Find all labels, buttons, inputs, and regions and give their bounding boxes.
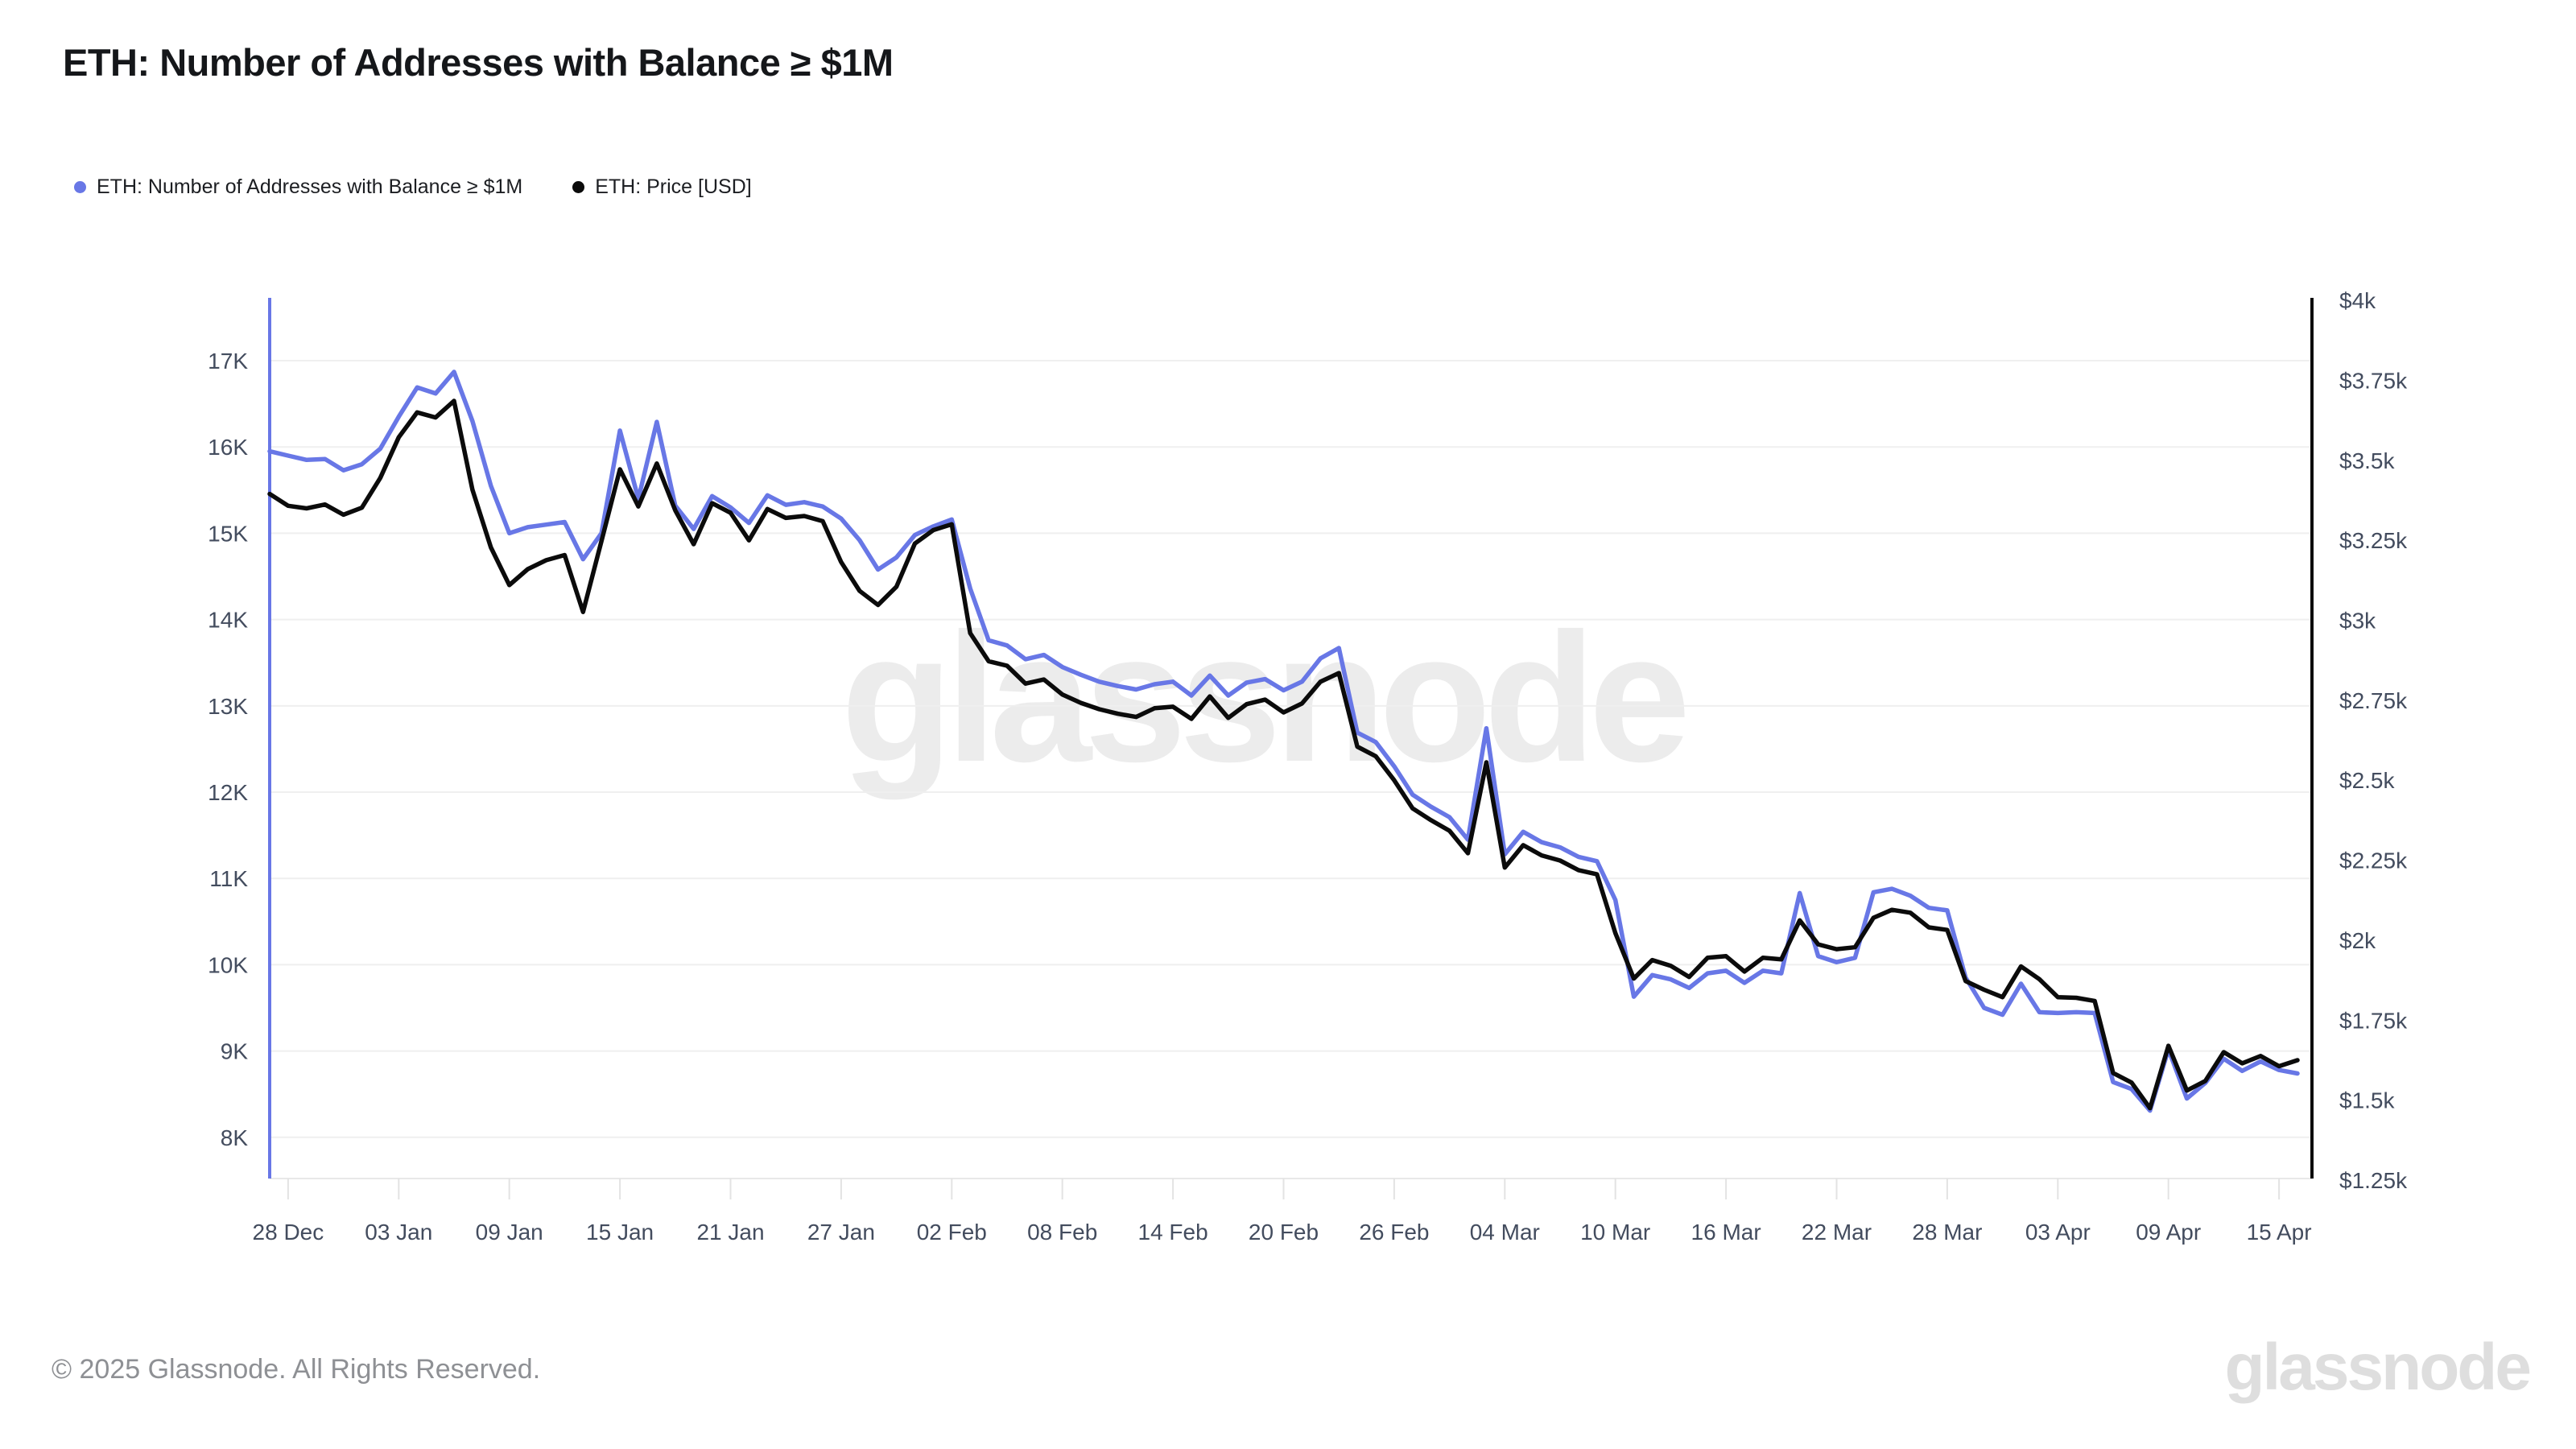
right-axis-label: $2k	[2339, 928, 2376, 953]
copyright-text: © 2025 Glassnode. All Rights Reserved.	[52, 1354, 541, 1385]
right-axis-label: $2.75k	[2339, 688, 2408, 713]
right-axis-label: $1.5k	[2339, 1088, 2395, 1113]
left-axis-label: 10K	[208, 952, 248, 977]
x-tick-label: 14 Feb	[1138, 1220, 1208, 1245]
right-axis-label: $3.75k	[2339, 369, 2408, 394]
glassnode-logo: glassnode	[2224, 1331, 2532, 1404]
x-tick-label: 09 Apr	[2136, 1220, 2201, 1245]
x-tick-label: 02 Feb	[917, 1220, 987, 1245]
legend-item-price[interactable]: ETH: Price [USD]	[572, 175, 752, 199]
x-tick-label: 03 Jan	[365, 1220, 432, 1245]
left-axis-label: 12K	[208, 780, 248, 805]
left-axis-label: 13K	[208, 694, 248, 719]
x-tick-label: 21 Jan	[696, 1220, 764, 1245]
right-axis-label: $1.75k	[2339, 1008, 2408, 1033]
left-axis-label: 9K	[221, 1039, 249, 1064]
left-axis-label: 11K	[209, 866, 248, 891]
left-axis-label: 15K	[208, 521, 248, 546]
x-tick-label: 03 Apr	[2025, 1220, 2091, 1245]
series-line-price	[267, 398, 2300, 1111]
series-line-addresses	[267, 369, 2300, 1113]
legend-item-label: ETH: Number of Addresses with Balance ≥ …	[97, 175, 523, 198]
x-tick-label: 20 Feb	[1249, 1220, 1319, 1245]
page-title: ETH: Number of Addresses with Balance ≥ …	[63, 41, 894, 84]
right-axis-label: $3.25k	[2339, 528, 2408, 553]
right-axis-label: $3.5k	[2339, 448, 2395, 473]
left-axis-label: 14K	[208, 608, 248, 633]
legend-item-addresses[interactable]: ETH: Number of Addresses with Balance ≥ …	[74, 175, 522, 199]
x-tick-label: 27 Jan	[807, 1220, 875, 1245]
x-tick-label: 08 Feb	[1027, 1220, 1097, 1245]
x-tick-label: 10 Mar	[1580, 1220, 1650, 1245]
x-tick-label: 22 Mar	[1802, 1220, 1872, 1245]
left-axis-label: 17K	[208, 349, 248, 374]
left-axis-label: 8K	[221, 1125, 249, 1150]
right-axis-label: $2.5k	[2339, 768, 2395, 793]
addresses-series-dot-icon	[74, 181, 86, 193]
left-axis-label: 16K	[208, 435, 248, 460]
x-tick-label: 15 Apr	[2247, 1220, 2312, 1245]
x-tick-label: 28 Mar	[1912, 1220, 1982, 1245]
chart-legend: ETH: Number of Addresses with Balance ≥ …	[74, 175, 752, 199]
right-axis-label: $4k	[2339, 288, 2376, 313]
x-tick-label: 15 Jan	[586, 1220, 654, 1245]
x-tick-label: 04 Mar	[1470, 1220, 1540, 1245]
right-axis-label: $1.25k	[2339, 1168, 2408, 1193]
x-tick-label: 09 Jan	[476, 1220, 543, 1245]
x-tick-label: 16 Mar	[1691, 1220, 1761, 1245]
right-axis-label: $3k	[2339, 609, 2376, 634]
right-axis-label: $2.25k	[2339, 848, 2408, 873]
x-tick-label: 26 Feb	[1359, 1220, 1429, 1245]
x-tick-label: 28 Dec	[253, 1220, 324, 1245]
price-series-dot-icon	[572, 181, 585, 193]
legend-item-label: ETH: Price [USD]	[595, 175, 752, 198]
